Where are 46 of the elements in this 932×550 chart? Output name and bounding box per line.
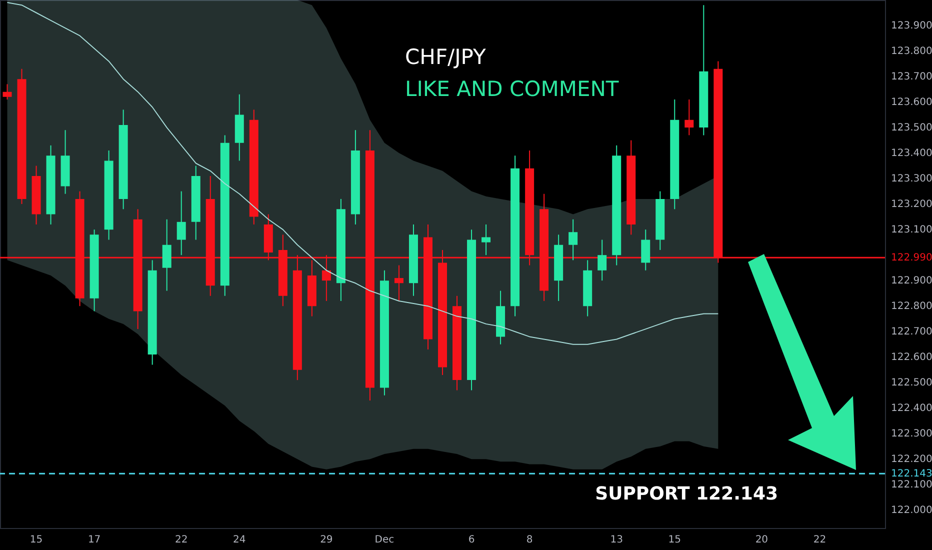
y-tick-label: 123.900 — [891, 20, 932, 32]
y-tick-label: 123.200 — [891, 199, 932, 210]
candlestick — [641, 229, 650, 271]
x-tick-label: 17 — [88, 534, 101, 546]
candlestick — [162, 218, 172, 292]
y-tick-label: 123.500 — [891, 122, 932, 134]
y-tick-label: 122.100 — [891, 480, 932, 491]
x-tick-label: 22 — [174, 534, 188, 546]
y-tick-label: 122.990 — [891, 252, 932, 264]
y-tick-label: 123.700 — [891, 72, 932, 83]
y-tick-label: 122.500 — [891, 378, 932, 389]
candlestick — [568, 218, 578, 261]
y-tick-label: 122.600 — [891, 352, 932, 364]
y-tick-label: 123.400 — [891, 148, 932, 160]
x-tick-label: 13 — [610, 534, 623, 546]
candlestick — [2, 84, 12, 100]
x-tick-label: 24 — [233, 534, 246, 546]
candlestick — [482, 224, 491, 256]
x-tick-label: 15 — [668, 534, 681, 546]
y-tick-label: 123.300 — [891, 174, 932, 185]
line-series — [6, 2, 719, 345]
y-tick-label: 122.200 — [891, 454, 932, 466]
y-tick-label: 122.800 — [891, 301, 932, 312]
y-tick-label: 123.100 — [891, 224, 932, 236]
y-tick-label: 122.143 — [891, 468, 932, 480]
y-tick-label: 122.400 — [891, 403, 932, 414]
candlestick — [684, 98, 694, 136]
y-tick-label: 123.800 — [891, 46, 932, 58]
candlestick — [598, 239, 607, 282]
x-tick-label: 15 — [30, 534, 43, 546]
ref-line-label: SUPPORT 122.143 — [595, 484, 778, 505]
text: LIKE AND COMMENT — [405, 77, 619, 101]
text: CHF/JPY — [405, 45, 486, 69]
y-tick-label: 122.900 — [891, 276, 932, 287]
candlestick — [176, 190, 186, 256]
y-tick-label: 122.300 — [891, 428, 932, 440]
x-tick-label: 6 — [468, 534, 475, 546]
candlestick — [394, 264, 404, 302]
x-tick-label: 8 — [526, 534, 533, 546]
x-tick-label: 29 — [320, 534, 333, 546]
x-tick-label: 22 — [813, 534, 826, 546]
y-tick-label: 122.700 — [891, 326, 932, 338]
y-tick-label: 122.000 — [891, 505, 932, 516]
x-tick-label: Dec — [374, 534, 394, 546]
x-tick-label: 20 — [755, 534, 768, 546]
y-tick-label: 123.600 — [891, 97, 932, 108]
